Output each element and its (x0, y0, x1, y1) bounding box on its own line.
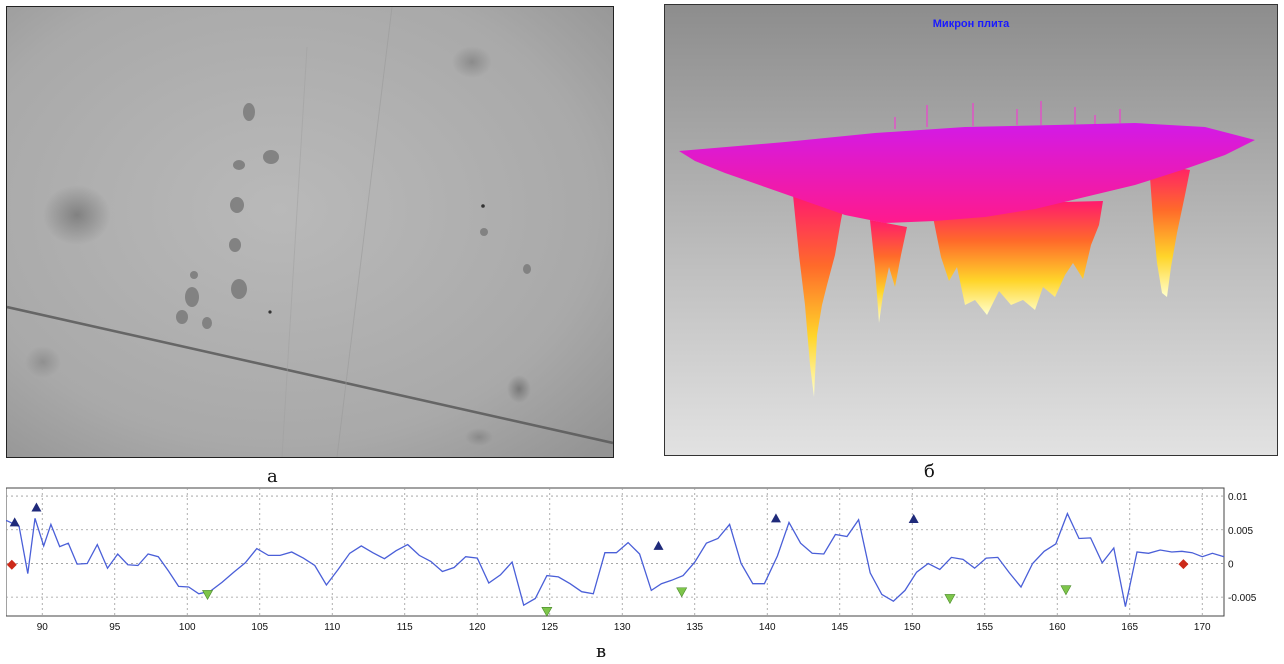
peak-marker (770, 513, 781, 523)
x-tick-label: 165 (1121, 622, 1138, 633)
x-tick-label: 140 (759, 622, 776, 633)
valley-marker (676, 587, 688, 598)
x-tick-label: 155 (976, 622, 993, 633)
y-tick-label: 0.005 (1228, 526, 1253, 537)
x-tick-label: 110 (324, 622, 340, 633)
x-tick-label: 120 (469, 622, 486, 633)
peak-marker (31, 502, 42, 512)
x-tick-label: 135 (686, 622, 703, 633)
x-tick-label: 105 (251, 622, 268, 633)
end-marker (6, 559, 17, 570)
panel-label-a: а (267, 466, 278, 487)
profile-chart: 90 95 100 105 110 115 120 125 130 135 140 145 150 155… (5, 486, 1268, 634)
y-tick-label: -0.005 (1228, 593, 1257, 604)
valley-marker (202, 590, 214, 601)
x-tick-label: 130 (614, 622, 631, 633)
x-tick-label: 125 (541, 622, 558, 633)
peak-marker (9, 517, 20, 527)
panel-label-c: в (596, 641, 607, 662)
x-tick-label: 150 (904, 622, 921, 633)
surface-plot-title: Микрон плита (933, 18, 1010, 30)
peak-marker (908, 513, 919, 523)
valley-marker (1060, 585, 1072, 596)
peak-marker (653, 540, 664, 550)
surface-plot-svg: Микрон плита (665, 5, 1277, 455)
panel-label-b: б (924, 461, 935, 482)
end-marker (1178, 559, 1189, 570)
x-tick-label: 95 (109, 622, 121, 633)
x-tick-label: 145 (831, 622, 848, 633)
micrograph-svg (7, 7, 613, 457)
x-tick-label: 100 (179, 622, 196, 633)
x-tick-label: 160 (1049, 622, 1066, 633)
profile-chart-svg: 90 95 100 105 110 115 120 125 130 135 140 145 150 155… (5, 487, 1257, 633)
valley-marker (944, 594, 956, 605)
profile-line (5, 511, 1225, 607)
x-tick-label: 170 (1194, 622, 1211, 633)
x-tick-label: 115 (397, 622, 413, 633)
y-tick-label: 0.01 (1228, 492, 1248, 503)
valley-marker (541, 606, 553, 617)
x-tick-label: 90 (37, 622, 49, 633)
micrograph-image (6, 6, 614, 458)
y-tick-label: 0 (1228, 559, 1234, 570)
surface-plot: Микрон плита (664, 4, 1278, 456)
